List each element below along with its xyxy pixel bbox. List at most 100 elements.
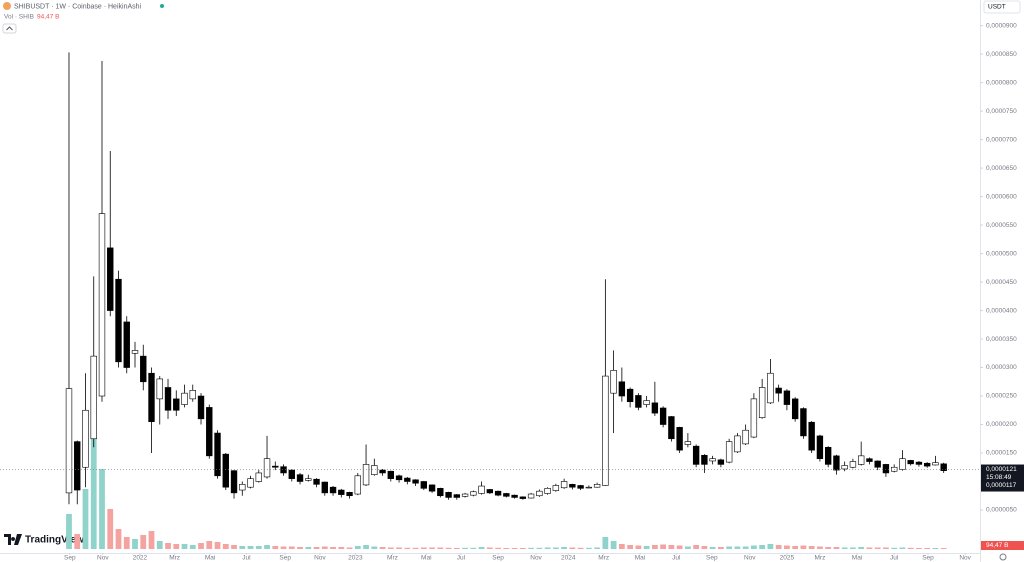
x-tick-label: Sep bbox=[64, 555, 76, 562]
volume-bar bbox=[701, 546, 708, 549]
volume-bar bbox=[321, 546, 328, 549]
candle-body bbox=[197, 395, 205, 420]
candle-body bbox=[709, 458, 716, 462]
x-tick-label: 2023 bbox=[348, 555, 363, 562]
volume-bar bbox=[775, 545, 782, 549]
x-tick-label: Mai bbox=[635, 555, 645, 562]
market-status[interactable] bbox=[160, 4, 164, 8]
volume-bar bbox=[363, 545, 369, 549]
volume-bar bbox=[181, 544, 188, 549]
candle-body bbox=[874, 460, 881, 468]
volume-bar bbox=[338, 547, 345, 549]
y-tick-label: 0,0000650 bbox=[986, 165, 1017, 172]
candle-body bbox=[923, 462, 931, 467]
candle-body bbox=[775, 387, 782, 394]
candle-body bbox=[272, 465, 279, 468]
volume-bar bbox=[668, 545, 675, 549]
y-tick-label: 0,0000550 bbox=[986, 222, 1017, 229]
candle-body bbox=[470, 491, 477, 496]
candle-body bbox=[882, 464, 890, 474]
candle-body bbox=[833, 455, 840, 471]
symbol-icon[interactable] bbox=[3, 2, 11, 10]
candle-body bbox=[849, 461, 857, 468]
volume-bar bbox=[742, 546, 749, 549]
candle-body bbox=[857, 455, 865, 465]
volume-bar bbox=[173, 544, 180, 549]
countdown: 15:08:49 bbox=[986, 474, 1012, 481]
candle-body bbox=[148, 372, 155, 422]
volume-bar bbox=[420, 547, 427, 549]
candle-body bbox=[329, 486, 337, 494]
volume-bar bbox=[511, 548, 518, 549]
volume-bar bbox=[660, 544, 667, 549]
volume-bar bbox=[272, 546, 279, 549]
volume-bar bbox=[305, 547, 312, 549]
volume-bar bbox=[396, 547, 402, 549]
volume-bar bbox=[544, 547, 551, 549]
x-tick-label: Nov bbox=[959, 555, 971, 562]
candle-body bbox=[915, 461, 923, 465]
volume-bar bbox=[486, 547, 493, 549]
candle-body bbox=[808, 421, 815, 451]
x-tick-label: Sep bbox=[922, 555, 934, 562]
volume-bar bbox=[792, 546, 799, 549]
candle-body bbox=[395, 475, 403, 481]
volume-bar bbox=[123, 537, 130, 549]
y-tick-label: 0,0000700 bbox=[986, 136, 1017, 143]
volume-bar bbox=[198, 543, 204, 549]
volume-bar bbox=[462, 547, 468, 549]
candle-body bbox=[610, 370, 617, 394]
x-tick-label: Jul bbox=[242, 555, 251, 562]
settings-icon[interactable] bbox=[999, 553, 1007, 561]
x-tick-label: Sep bbox=[492, 555, 504, 562]
candle-body bbox=[206, 407, 213, 457]
volume-bar bbox=[503, 548, 510, 549]
volume-bar bbox=[833, 547, 840, 549]
candle-body bbox=[824, 447, 832, 465]
volume-bar bbox=[891, 547, 898, 549]
collapse-button[interactable] bbox=[2, 23, 17, 34]
volume-bar bbox=[569, 547, 576, 549]
candle-body bbox=[189, 390, 196, 400]
candle-body bbox=[511, 494, 518, 498]
volume-bar bbox=[330, 547, 336, 549]
volume-bar bbox=[404, 547, 411, 549]
price-label: 0,0000117 bbox=[986, 482, 1017, 489]
volume-bar bbox=[883, 547, 889, 549]
volume-bar bbox=[214, 542, 221, 549]
candle-body bbox=[676, 427, 683, 451]
candle-body bbox=[940, 463, 947, 471]
candle-body bbox=[585, 486, 593, 489]
x-tick-label: Mrz bbox=[387, 555, 398, 562]
volume-bar bbox=[635, 545, 642, 549]
candle-body bbox=[379, 469, 386, 474]
volume-bar bbox=[280, 546, 287, 549]
x-tick-label: Nov bbox=[744, 555, 756, 562]
candle-body bbox=[305, 478, 312, 481]
volume-bar bbox=[759, 545, 766, 549]
candle-body bbox=[354, 475, 361, 495]
candle-body bbox=[651, 402, 659, 414]
volume-bar bbox=[206, 541, 213, 549]
candle-body bbox=[783, 390, 791, 405]
candle-body bbox=[412, 479, 419, 484]
candle-body bbox=[701, 454, 708, 465]
candle-body bbox=[82, 409, 89, 468]
candle-body bbox=[453, 494, 461, 498]
volume-bar bbox=[107, 509, 114, 549]
currency-button[interactable] bbox=[983, 0, 1021, 14]
candle-body bbox=[74, 441, 81, 491]
volume-bar bbox=[255, 546, 262, 549]
candle-body bbox=[164, 387, 172, 411]
candle-body bbox=[156, 378, 163, 400]
candle-body bbox=[263, 458, 271, 478]
candle-body bbox=[593, 484, 601, 488]
volume-label: 94,47 B bbox=[986, 542, 1008, 549]
candle-body bbox=[445, 492, 452, 498]
x-tick-label: Mrz bbox=[814, 555, 825, 562]
candle-body bbox=[552, 485, 560, 491]
y-tick-label: 0,0000450 bbox=[986, 279, 1017, 286]
candle-body bbox=[181, 392, 188, 405]
x-tick-label: Nov bbox=[97, 555, 109, 562]
